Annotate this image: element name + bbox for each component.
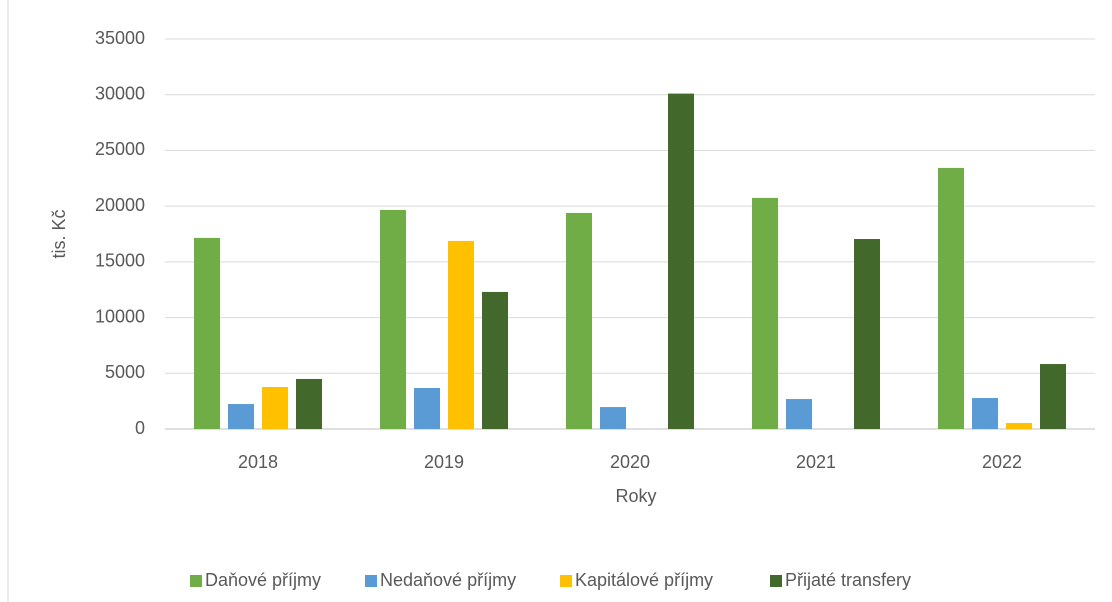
- x-tick-label: 2020: [610, 452, 650, 472]
- bar: [668, 93, 694, 429]
- x-tick-label: 2022: [982, 452, 1022, 472]
- legend-swatch: [560, 575, 572, 587]
- y-tick-label: 35000: [95, 28, 145, 48]
- bar: [414, 387, 440, 429]
- y-tick-label: 10000: [95, 306, 145, 326]
- y-tick-label: 25000: [95, 139, 145, 159]
- bar: [786, 399, 812, 429]
- legend-label: Přijaté transfery: [785, 570, 911, 590]
- bar: [972, 398, 998, 429]
- bar: [228, 404, 254, 429]
- bar: [380, 209, 406, 429]
- bar: [448, 240, 474, 429]
- x-tick-label: 2018: [238, 452, 278, 472]
- bar: [938, 167, 964, 429]
- bar: [262, 386, 288, 429]
- legend-label: Daňové příjmy: [205, 570, 321, 590]
- legend-label: Kapitálové příjmy: [575, 570, 713, 590]
- x-axis-title: Roky: [615, 486, 656, 506]
- legend-swatch: [365, 575, 377, 587]
- bar: [1006, 422, 1032, 429]
- x-tick-label: 2021: [796, 452, 836, 472]
- x-tick-label: 2019: [424, 452, 464, 472]
- bar: [296, 378, 322, 429]
- y-axis-title: tis. Kč: [49, 209, 69, 258]
- bar: [194, 237, 220, 429]
- legend-swatch: [190, 575, 202, 587]
- bar: [482, 291, 508, 429]
- y-tick-label: 15000: [95, 251, 145, 271]
- y-tick-label: 0: [135, 418, 145, 438]
- bar: [566, 212, 592, 429]
- y-tick-label: 30000: [95, 83, 145, 103]
- bar: [1040, 364, 1066, 429]
- y-tick-label: 5000: [105, 362, 145, 382]
- legend-swatch: [770, 575, 782, 587]
- y-tick-label: 20000: [95, 195, 145, 215]
- bar: [600, 407, 626, 429]
- bar: [854, 239, 880, 429]
- legend-label: Nedaňové příjmy: [380, 570, 516, 590]
- bar: [752, 197, 778, 429]
